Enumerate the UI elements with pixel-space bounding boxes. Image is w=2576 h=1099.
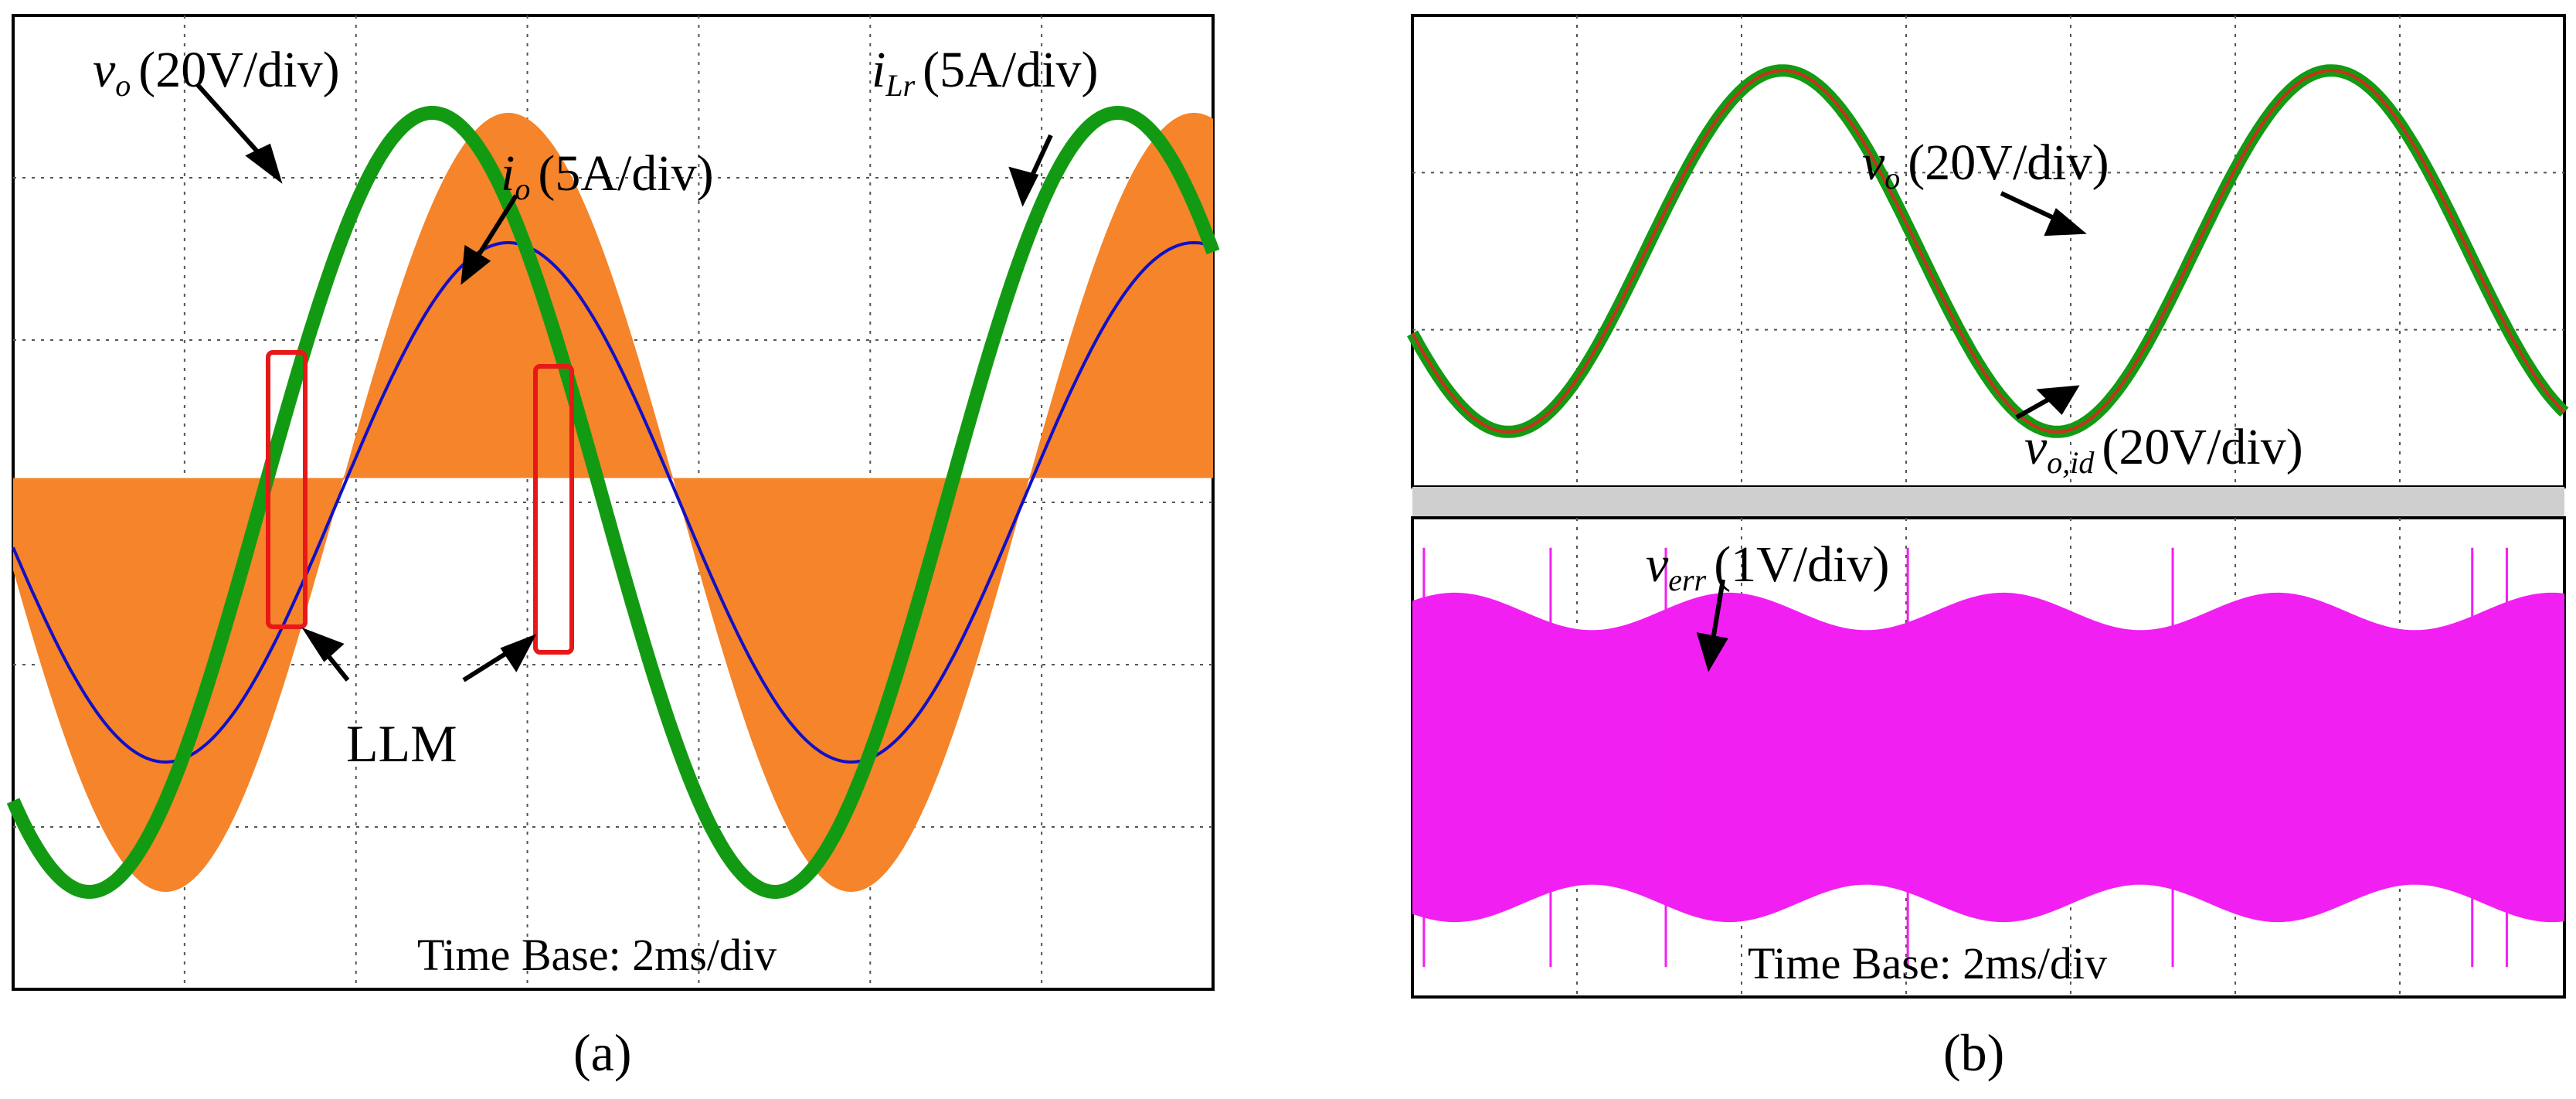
panel-b-top-frame	[1411, 14, 2566, 488]
label-io-a: io (5A/div)	[501, 145, 714, 206]
time-base-a: Time Base: 2ms/div	[417, 930, 777, 980]
llm-box-right	[533, 364, 574, 655]
caption-b: (b)	[1943, 1023, 2004, 1082]
panel-b-arrows	[1696, 191, 2087, 672]
label-void-b: vo,id (20V/div)	[2024, 419, 2303, 480]
verr-envelope	[1412, 592, 2564, 923]
label-vo-a: vo (20V/div)	[93, 42, 340, 103]
panel-b-top-traces	[1407, 64, 2569, 438]
label-verr-b: verr (1V/div)	[1646, 536, 1889, 597]
iLr-envelope	[13, 113, 1213, 892]
panel-a: LLM vo (20V/div) iLr (5A/div) io (5A/div) T…	[6, 14, 1220, 1082]
panel-a-traces	[6, 105, 1220, 900]
label-iLr-a: iLr (5A/div)	[872, 42, 1098, 103]
io-trace	[12, 240, 1214, 764]
panel-b: vo (20V/div) vo,id (20V/div) verr (1V/div) …	[1407, 14, 2569, 1082]
panel-b-top-grid	[1412, 15, 2564, 487]
panel-b-bottom-traces	[1412, 547, 2564, 968]
llm-label: LLM	[346, 714, 457, 773]
vo-trace-a	[6, 105, 1220, 900]
label-vo-b: vo (20V/div)	[1862, 134, 2109, 196]
llm-box-left	[266, 350, 308, 629]
void-trace-b	[1411, 69, 2566, 434]
time-base-b: Time Base: 2ms/div	[1748, 938, 2107, 988]
panel-a-arrows	[195, 83, 1053, 682]
panel-b-separator	[1412, 487, 2564, 518]
caption-a: (a)	[573, 1023, 631, 1082]
